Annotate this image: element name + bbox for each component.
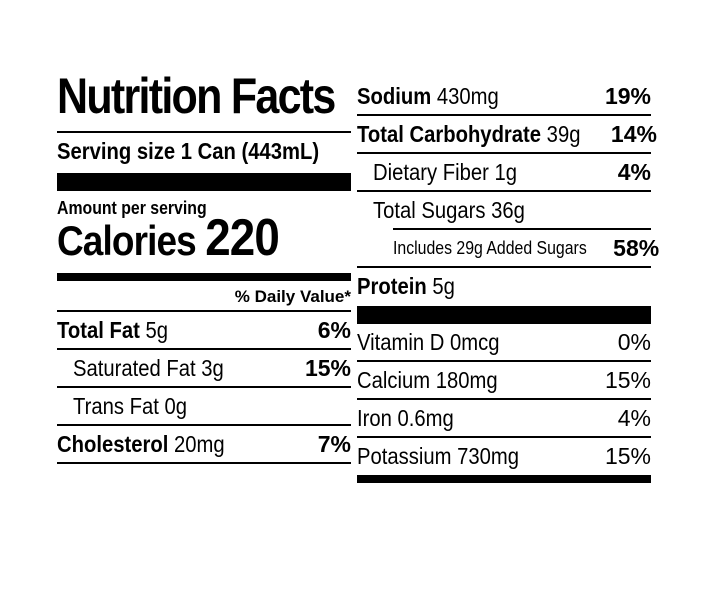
divider — [57, 386, 351, 388]
nutrient-row-dietary-fiber: Dietary Fiber 1g 4% — [373, 158, 651, 185]
divider — [357, 152, 651, 154]
divider — [357, 360, 651, 362]
nutrient-row-protein: Protein 5g — [357, 272, 455, 299]
bottom-divider — [357, 475, 651, 483]
daily-value-header: % Daily Value* — [234, 287, 351, 306]
nutrition-right-column: Sodium 430mg 19% Total Carbohydrate 39g … — [357, 78, 660, 483]
nutrient-row-sodium: Sodium 430mg 19% — [357, 82, 651, 109]
vitamin-row-potassium: Potassium 730mg 15% — [357, 442, 651, 469]
vitamin-row-calcium: Calcium 180mg 15% — [357, 366, 651, 393]
divider — [357, 266, 651, 268]
vitamin-row-iron: Iron 0.6mg 4% — [357, 404, 651, 431]
nutrient-row-total-fat: Total Fat 5g 6% — [57, 316, 351, 343]
divider — [57, 310, 351, 312]
calories-divider — [57, 273, 351, 281]
serving-size-row: Serving size 1 Can (443mL) — [57, 133, 351, 169]
thick-divider — [357, 306, 651, 324]
amount-per-serving: Amount per serving — [57, 198, 207, 218]
nutrient-row-cholesterol: Cholesterol 20mg 7% — [57, 430, 351, 457]
divider — [357, 114, 651, 116]
divider — [357, 190, 651, 192]
divider — [393, 228, 651, 230]
serving-size-value: 1 Can (443mL) — [180, 137, 320, 164]
serving-size-label: Serving size — [57, 137, 176, 164]
nutrient-row-trans-fat: Trans Fat 0g — [73, 392, 188, 419]
calories-value: 220 — [205, 209, 280, 267]
vitamin-row-vitamin-d: Vitamin D 0mcg 0% — [357, 328, 651, 355]
divider — [57, 424, 351, 426]
divider — [57, 348, 351, 350]
calories-label: Calories — [57, 217, 197, 264]
divider — [57, 131, 351, 133]
nutrition-left-column: Nutrition Facts Serving size 1 Can (443m… — [57, 68, 351, 464]
nutrient-row-total-sugars: Total Sugars 36g — [373, 196, 525, 223]
label-title: Nutrition Facts — [57, 68, 336, 124]
divider — [357, 398, 651, 400]
thick-divider — [57, 173, 351, 191]
calories-row: Calories 220 — [57, 212, 351, 264]
divider — [57, 462, 351, 464]
nutrient-row-saturated-fat: Saturated Fat 3g 15% — [73, 354, 351, 381]
divider — [357, 436, 651, 438]
nutrient-row-total-carbohydrate: Total Carbohydrate 39g 14% — [357, 120, 657, 147]
nutrient-row-added-sugars: Includes 29g Added Sugars 58% — [393, 234, 660, 261]
